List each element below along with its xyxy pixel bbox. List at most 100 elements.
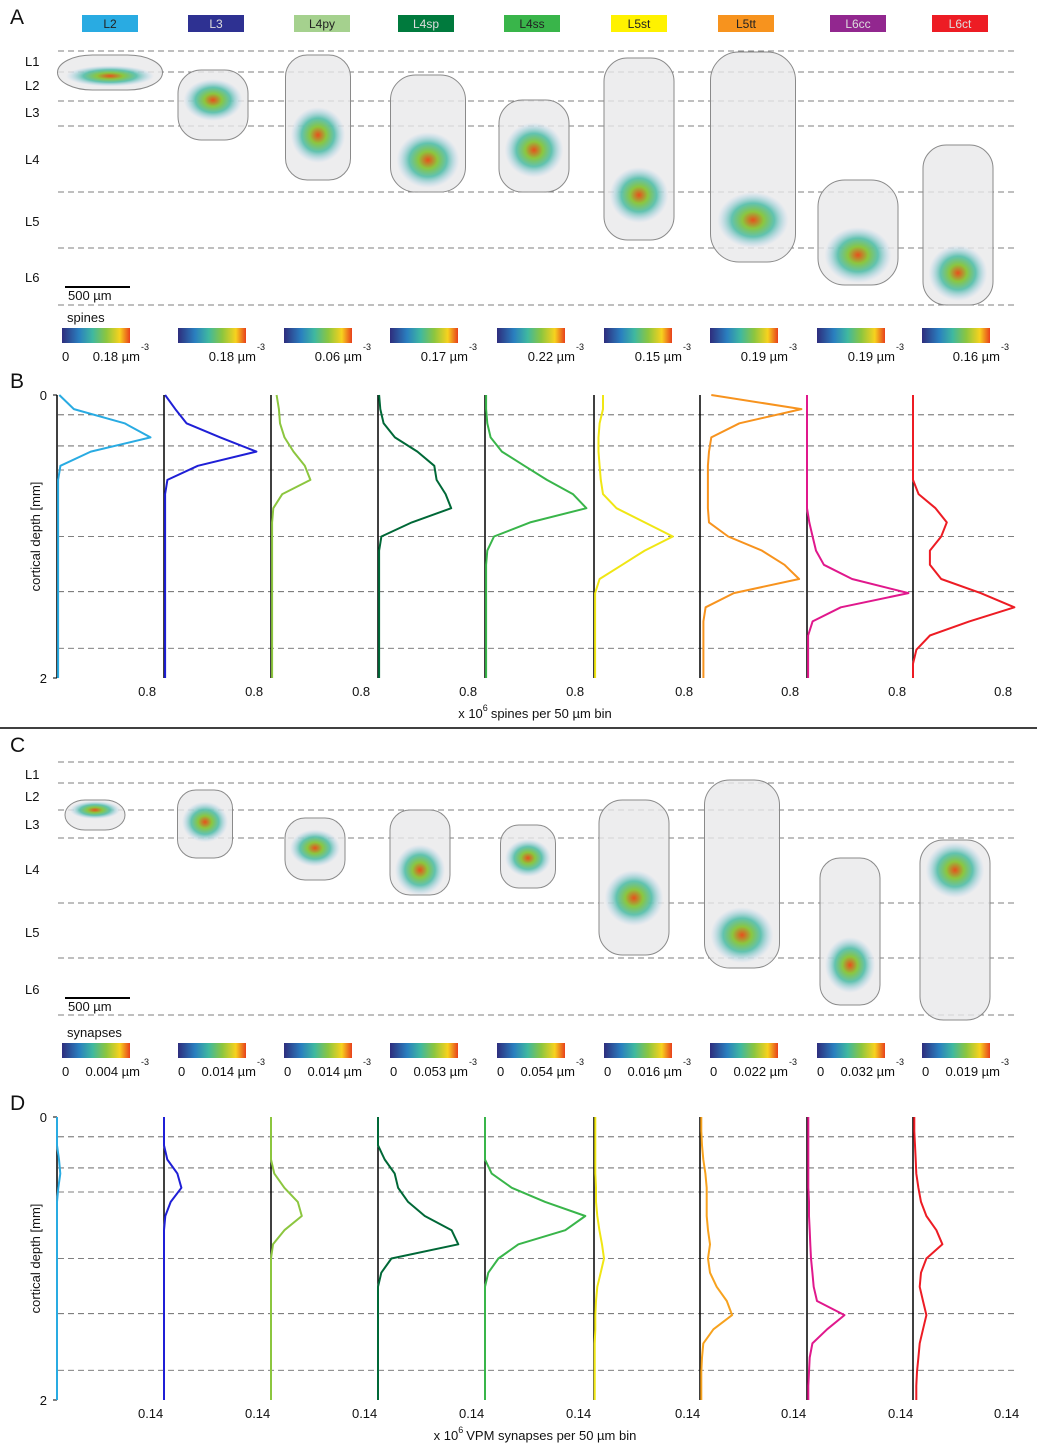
colorbar	[817, 328, 885, 343]
colorbar-max: 0.014 µm	[308, 1064, 362, 1079]
x-tick-label: 0.14	[138, 1406, 163, 1421]
colorbar-max: 0.22 µm	[528, 349, 575, 364]
x-tick-label: 0.8	[459, 684, 477, 699]
x-tick-label: 0.14	[352, 1406, 377, 1421]
y-axis-label: cortical depth [mm]	[28, 1204, 43, 1314]
x-tick-label: 0.8	[566, 684, 584, 699]
colorbar-min: 0	[62, 1064, 69, 1079]
cell-type-name: L4sp	[413, 17, 439, 31]
x-tick-label: 0.8	[352, 684, 370, 699]
colorbar-exponent: -3	[683, 1057, 691, 1067]
density-blob	[182, 802, 228, 843]
colorbar-min: 0	[817, 1064, 824, 1079]
cell-type-name: L4ss	[519, 17, 544, 31]
colorbar-exponent: -3	[141, 342, 149, 352]
colorbar-max: 0.019 µm	[946, 1064, 1000, 1079]
colorbar	[62, 1043, 130, 1058]
colorbar	[710, 1043, 778, 1058]
x-tick-label: 0.8	[245, 684, 263, 699]
colorbar-exponent: -3	[363, 1057, 371, 1067]
y-tick-label: 2	[40, 671, 47, 686]
colorbar-exponent: -3	[1001, 342, 1009, 352]
density-blob	[291, 107, 346, 163]
layer-label: L3	[25, 105, 39, 120]
colorbar-exponent: -3	[1001, 1057, 1009, 1067]
layer-label: L4	[25, 152, 39, 167]
colorbar-exponent: -3	[363, 342, 371, 352]
profile-line	[701, 1117, 732, 1400]
profile-line	[271, 1117, 302, 1400]
layer-label: L1	[25, 767, 39, 782]
x-axis-label-prefix: x 10	[434, 1428, 459, 1443]
colorbar	[817, 1043, 885, 1058]
colorbar-min: 0	[390, 1064, 397, 1079]
colorbar	[710, 328, 778, 343]
cell-type-name: L4py	[309, 17, 335, 31]
x-tick-label: 0.14	[994, 1406, 1019, 1421]
layer-label: L2	[25, 78, 39, 93]
x-axis-label-text: spines per 50 µm bin	[491, 706, 612, 721]
colorbar-min: 0	[604, 1064, 611, 1079]
cell-type-name: L5st	[628, 17, 651, 31]
x-tick-label: 0.8	[781, 684, 799, 699]
layer-label: L6	[25, 270, 39, 285]
colorbar-exponent: -3	[683, 342, 691, 352]
layer-label: L6	[25, 982, 39, 997]
panel-label: A	[10, 6, 24, 29]
colorbar-title: spines	[67, 310, 105, 325]
layer-label: L4	[25, 862, 39, 877]
x-tick-label: 0.14	[459, 1406, 484, 1421]
density-blob	[717, 192, 788, 248]
x-axis-label-exponent: 6	[458, 1425, 463, 1435]
page: {"panel_labels":["A","B","C","D"], "cell…	[0, 0, 1037, 1450]
colorbar-min: 0	[710, 1064, 717, 1079]
density-blob	[505, 122, 564, 177]
colorbar-min: 0	[284, 1064, 291, 1079]
density-blob	[395, 845, 445, 896]
colorbar	[284, 1043, 352, 1058]
x-tick-label: 0.14	[781, 1406, 806, 1421]
x-tick-label: 0.8	[675, 684, 693, 699]
panel-label: B	[10, 370, 24, 393]
colorbar	[62, 328, 130, 343]
y-tick-label: 0	[40, 1110, 47, 1125]
colorbar-exponent: -3	[469, 1057, 477, 1067]
x-tick-label: 0.8	[888, 684, 906, 699]
colorbar-exponent: -3	[896, 342, 904, 352]
x-tick-label: 0.14	[566, 1406, 591, 1421]
cell-type-name: L2	[103, 17, 117, 31]
colorbar-max: 0.06 µm	[315, 349, 362, 364]
scale-bar-label: 500 µm	[68, 288, 112, 303]
y-tick-label: 2	[40, 1393, 47, 1408]
x-axis-label-prefix: x 10	[458, 706, 483, 721]
layer-label: L3	[25, 817, 39, 832]
colorbar-min: 0	[178, 1064, 185, 1079]
density-blob	[610, 167, 669, 223]
x-axis-label-text: VPM synapses per 50 µm bin	[466, 1428, 636, 1443]
colorbar-max: 0.19 µm	[848, 349, 895, 364]
colorbar-exponent: -3	[257, 342, 265, 352]
colorbar	[497, 328, 565, 343]
colorbar	[922, 328, 990, 343]
density-blob	[929, 245, 988, 301]
density-blob	[290, 829, 340, 866]
density-blob	[397, 132, 460, 188]
density-blob	[70, 801, 120, 819]
colorbar-exponent: -3	[469, 342, 477, 352]
colorbar-max: 0.004 µm	[86, 1064, 140, 1079]
scale-bar-label: 500 µm	[68, 999, 112, 1014]
colorbar-exponent: -3	[257, 1057, 265, 1067]
x-tick-label: 0.8	[138, 684, 156, 699]
colorbar-title: synapses	[67, 1025, 122, 1040]
colorbar	[922, 1043, 990, 1058]
colorbar-max: 0.016 µm	[628, 1064, 682, 1079]
panel-label: D	[10, 1092, 25, 1115]
colorbar-max: 0.18 µm	[209, 349, 256, 364]
colorbar-max: 0.014 µm	[202, 1064, 256, 1079]
x-tick-label: 0.14	[675, 1406, 700, 1421]
colorbar-max: 0.032 µm	[841, 1064, 895, 1079]
colorbar-max: 0.053 µm	[414, 1064, 468, 1079]
density-blob	[184, 79, 243, 121]
density-blob	[711, 907, 774, 963]
